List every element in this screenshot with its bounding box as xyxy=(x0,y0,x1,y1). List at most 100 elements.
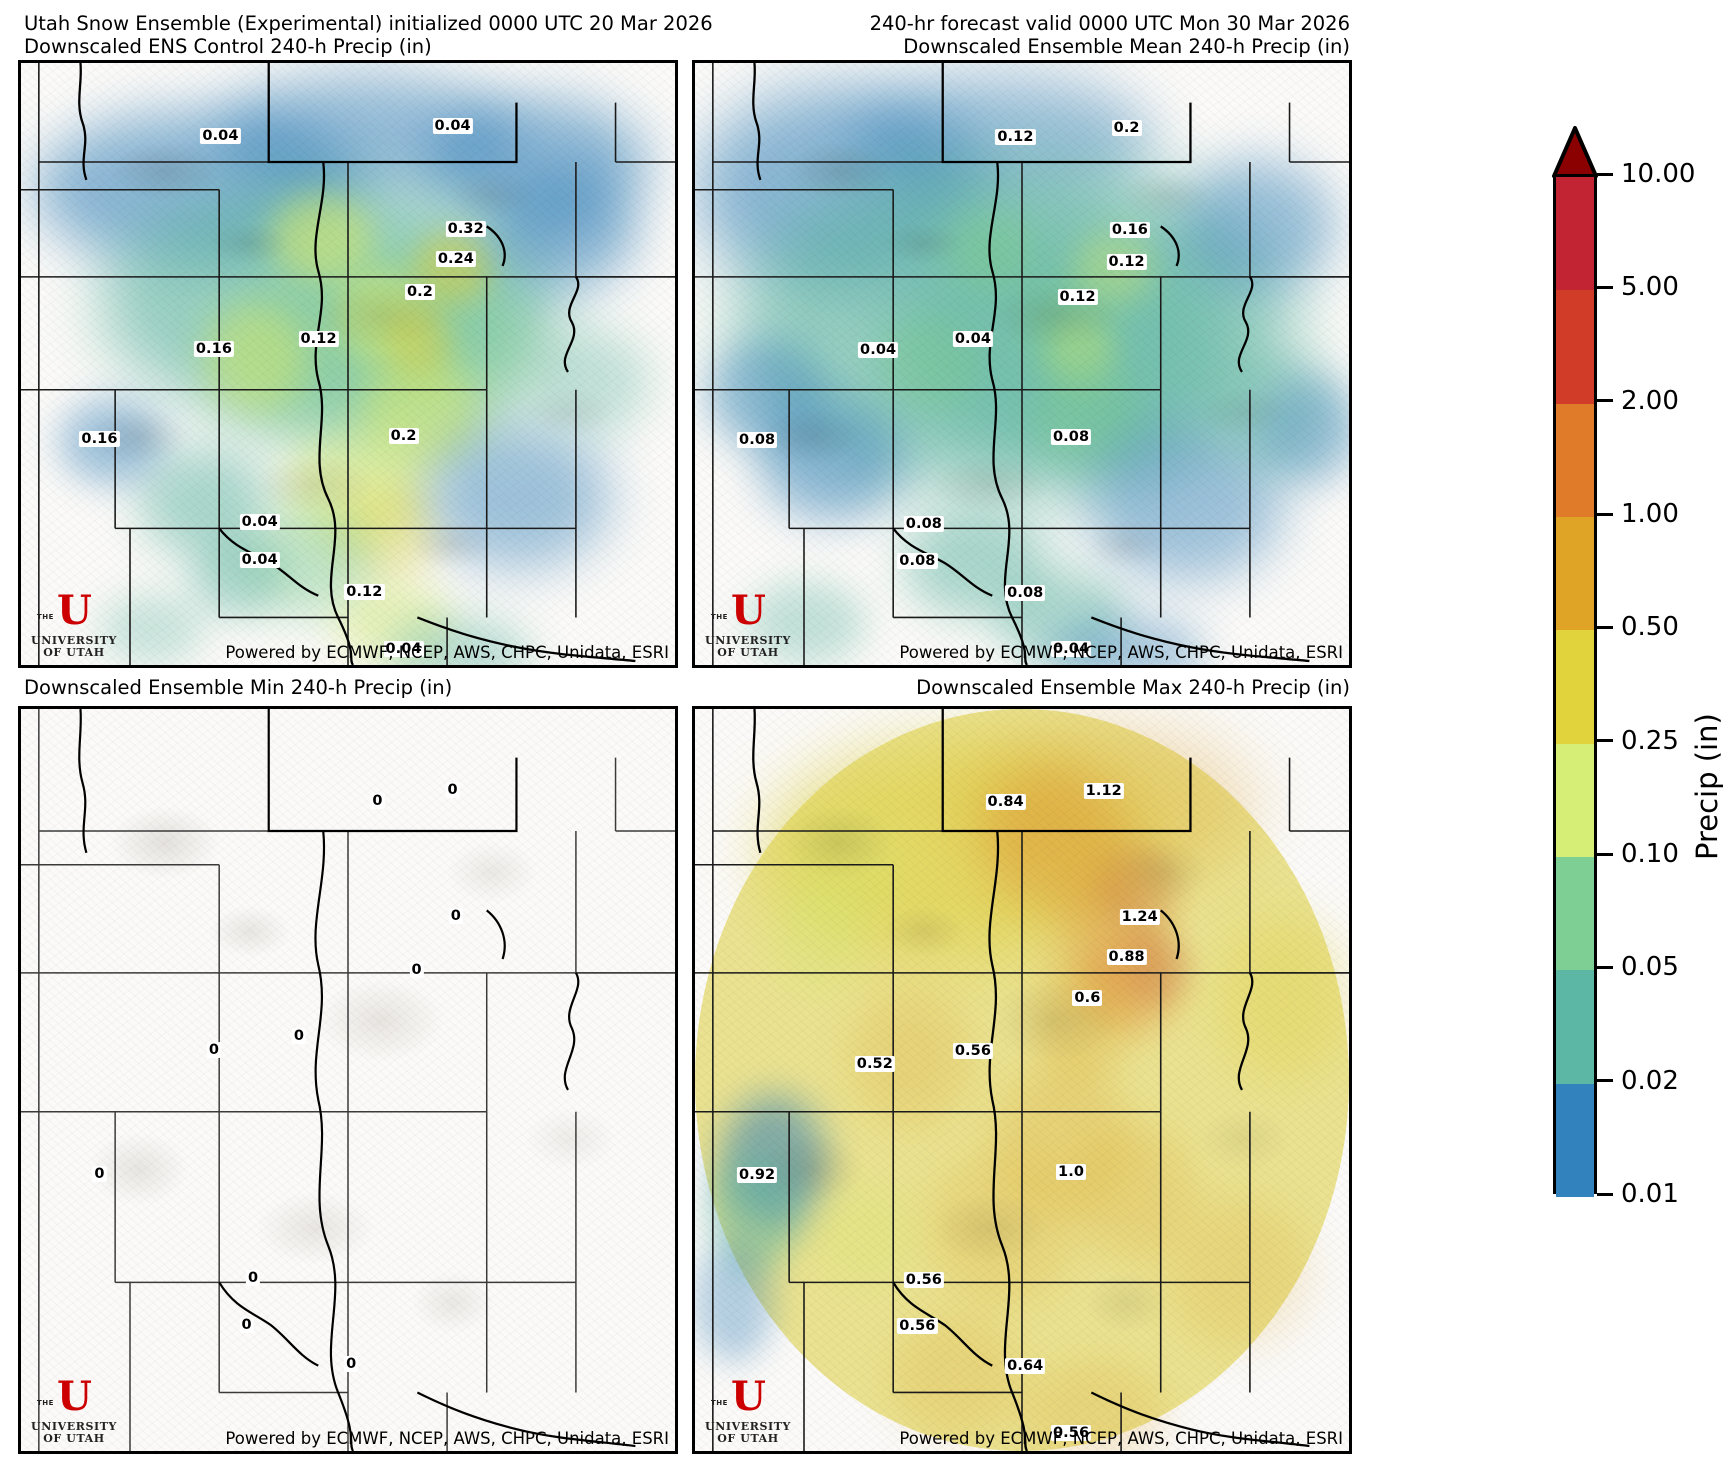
colorbar-tick-line xyxy=(1597,399,1613,403)
contour-label: 0.04 xyxy=(1050,641,1092,658)
colorbar-segment xyxy=(1556,290,1594,404)
contour-label: 0.08 xyxy=(1050,429,1092,446)
contour-label: 0 xyxy=(370,793,385,809)
contour-label: 0.12 xyxy=(298,330,339,347)
precip-contour-fill xyxy=(708,339,826,449)
colorbar-tick-label: 0.02 xyxy=(1621,1065,1679,1096)
map-panel-min[interactable]: 0 0 0 0 0 0 0 0 0 0 U THE UNIVERSITY OF UTAH Powe… xyxy=(18,706,678,1454)
colorbar-segment xyxy=(1556,743,1594,857)
contour-label: 0.52 xyxy=(854,1056,895,1073)
precip-contour-fill xyxy=(1165,1198,1310,1348)
precip-contour-fill xyxy=(930,1154,1075,1303)
contour-label: 0.12 xyxy=(344,584,385,601)
colorbar-tick: 0.05 xyxy=(1597,952,1679,982)
panel-title-min-block: Downscaled Ensemble Min 240-h Precip (in… xyxy=(24,676,452,699)
contour-label: 0.08 xyxy=(897,553,938,570)
precip-shading-mean xyxy=(695,63,1349,665)
contour-label: 0.2 xyxy=(388,428,419,445)
precip-contour-fill xyxy=(1022,1361,1166,1451)
map-panel-max[interactable]: 0.84 1.12 1.24 0.88 0.6 0.52 0.56 0.92 1.0 0.56 0.… xyxy=(692,706,1352,1454)
contour-label: 0 xyxy=(291,1028,307,1045)
contour-label: 0.2 xyxy=(404,283,435,300)
contour-label: 0.56 xyxy=(903,1271,944,1288)
uofu-the: THE xyxy=(37,1399,54,1407)
uofu-logo: U THE UNIVERSITY OF UTAH xyxy=(31,591,117,659)
colorbar-tick: 2.00 xyxy=(1597,386,1679,416)
contour-label: 0.04 xyxy=(952,331,994,348)
precip-contour-fill xyxy=(1257,376,1349,485)
precip-contour-fill xyxy=(747,580,866,665)
colorbar-tick: 0.01 xyxy=(1597,1179,1679,1209)
uofu-u-glyph: U xyxy=(731,587,766,634)
colorbar-tick-line xyxy=(1597,1079,1613,1083)
contour-label: 0.12 xyxy=(1057,288,1098,305)
precip-contour-fill xyxy=(204,303,309,413)
uofu-university: UNIVERSITY xyxy=(705,634,791,647)
precip-contour-fill xyxy=(786,812,905,932)
colorbar-tick-label: 0.25 xyxy=(1621,725,1679,756)
uofu-the: THE xyxy=(711,613,728,621)
contour-label: 0 xyxy=(445,781,460,798)
precip-contour-fill xyxy=(531,327,649,437)
precip-contour-fill xyxy=(99,592,205,665)
uofu-the: THE xyxy=(37,613,54,621)
colorbar-tick-label: 0.50 xyxy=(1621,612,1679,643)
uofu-university: UNIVERSITY xyxy=(31,634,117,647)
contour-label: 0.88 xyxy=(1106,948,1147,965)
uofu-logo: U THE UNIVERSITY OF UTAH xyxy=(705,1377,791,1445)
header-left-line2: Downscaled ENS Control 240-h Precip (in) xyxy=(24,35,432,58)
contour-label: 0 xyxy=(409,962,424,979)
precip-contour-fill xyxy=(1178,159,1336,292)
colorbar-segment xyxy=(1556,856,1594,971)
colorbar-tick-label: 0.10 xyxy=(1621,839,1679,869)
colorbar-tick-line xyxy=(1597,285,1613,289)
uofu-logo: U THE UNIVERSITY OF UTAH xyxy=(31,1373,117,1445)
colorbar-tick-label: 5.00 xyxy=(1621,272,1679,303)
map-panel-mean[interactable]: 0.12 0.2 0.16 0.12 0.12 0.04 0.04 0.08 0.08 0.08 0… xyxy=(692,60,1352,668)
attribution-text: Powered by ECMWF, NCEP, AWS, CHPC, Unida… xyxy=(225,1429,669,1448)
colorbar-tick: 0.25 xyxy=(1597,726,1679,756)
colorbar[interactable]: 10.00 5.00 2.00 1.00 0.50 0.25 0.10 0.05 0.02 0.0… xyxy=(1552,126,1695,1209)
precip-contour-fill xyxy=(387,303,453,377)
colorbar-segment xyxy=(1556,177,1594,291)
colorbar-segment xyxy=(1556,970,1594,1084)
boundary-lines xyxy=(21,63,675,665)
precip-shading-control xyxy=(21,63,675,665)
colorbar-segment xyxy=(1556,516,1594,631)
colorbar-tick-label: 0.05 xyxy=(1621,952,1679,983)
colorbar-tick-label: 10.00 xyxy=(1621,159,1696,189)
precip-contour-fill xyxy=(1126,931,1193,1006)
contour-label: 0.12 xyxy=(995,129,1036,146)
uofu-u-glyph: U xyxy=(57,1373,92,1420)
contour-label: 1.0 xyxy=(1056,1164,1087,1180)
map-panel-control[interactable]: 0.04 0.04 0.32 0.24 0.2 0.16 0.12 0.16 0.2 0.04 0.… xyxy=(18,60,678,668)
uofu-of-utah: OF UTAH xyxy=(43,646,105,659)
colorbar-tick: 5.00 xyxy=(1597,272,1679,302)
contour-label: 0 xyxy=(344,1356,359,1373)
colorbar-tick-line xyxy=(1597,965,1613,969)
contour-label: 0 xyxy=(92,1166,107,1183)
colorbar-segment xyxy=(1556,630,1594,744)
contour-label: 0 xyxy=(246,1270,261,1287)
contour-label: 0.08 xyxy=(737,431,778,448)
precip-contour-fill xyxy=(891,1317,1022,1437)
precip-contour-fill xyxy=(695,1243,774,1362)
colorbar-tick-line xyxy=(1597,852,1613,856)
colorbar-segment xyxy=(1556,403,1594,517)
precip-contour-fill xyxy=(491,171,636,292)
uofu-of-utah: OF UTAH xyxy=(717,646,779,659)
boundary-lines xyxy=(21,709,675,1451)
colorbar-over-arrow xyxy=(1552,126,1598,178)
precip-contour-fill xyxy=(269,195,375,280)
header-right-line1: 240-hr forecast valid 0000 UTC Mon 30 Ma… xyxy=(869,12,1350,35)
contour-label: 0.56 xyxy=(897,1318,938,1335)
contour-label: 0.92 xyxy=(737,1166,778,1183)
attribution-text: Powered by ECMWF, NCEP, AWS, CHPC, Unida… xyxy=(225,643,669,662)
colorbar-tick-line xyxy=(1597,1192,1613,1196)
contour-label: 0.6 xyxy=(1072,990,1103,1007)
boundary-lines xyxy=(695,709,1349,1451)
contour-label: 1.12 xyxy=(1083,782,1124,799)
contour-label: 0.24 xyxy=(435,250,476,267)
colorbar-tick-line xyxy=(1597,739,1613,743)
